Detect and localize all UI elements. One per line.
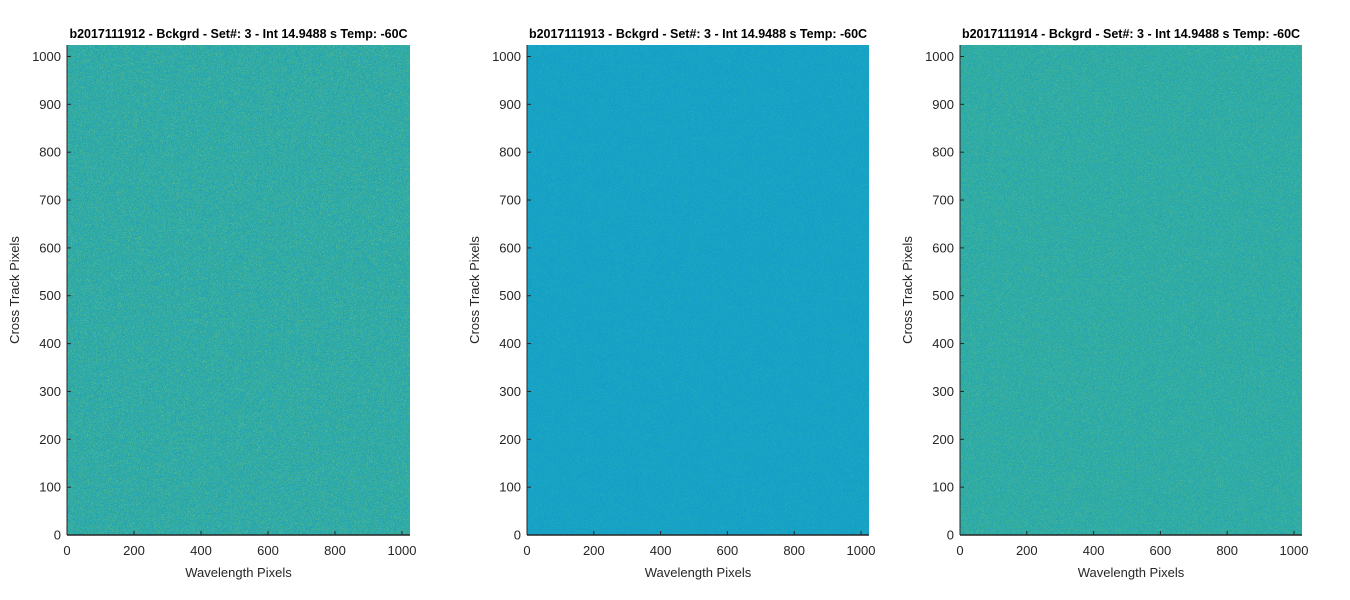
y-tick-label: 1000	[925, 49, 954, 64]
heatmap-panel-1: b2017111912 - Bckgrd - Set#: 3 - Int 14.…	[7, 27, 416, 580]
y-axis-label: Cross Track Pixels	[900, 236, 915, 344]
y-tick-label: 100	[499, 480, 521, 495]
x-tick-label: 0	[63, 543, 70, 558]
chart-title: b2017111913 - Bckgrd - Set#: 3 - Int 14.…	[529, 27, 867, 41]
y-axis-label: Cross Track Pixels	[467, 236, 482, 344]
heatmap-image	[959, 45, 1302, 536]
heatmap-image	[526, 45, 869, 536]
y-axis: 0 100 200 300 400 500 600 700 800 900 1000	[492, 49, 531, 543]
x-tick-label: 1000	[847, 543, 876, 558]
x-tick-label: 0	[956, 543, 963, 558]
y-tick-label: 400	[499, 336, 521, 351]
x-axis-label: Wavelength Pixels	[645, 565, 752, 580]
x-axis: 0 200 400 600 800 1000	[956, 531, 1308, 558]
y-tick-label: 600	[39, 240, 61, 255]
x-tick-label: 600	[1150, 543, 1172, 558]
y-tick-label: 0	[947, 528, 954, 543]
y-axis-label: Cross Track Pixels	[7, 236, 22, 344]
y-tick-label: 1000	[492, 49, 521, 64]
y-tick-label: 100	[932, 480, 954, 495]
y-tick-label: 300	[39, 384, 61, 399]
x-tick-label: 400	[1083, 543, 1105, 558]
x-tick-label: 600	[717, 543, 739, 558]
x-tick-label: 600	[257, 543, 279, 558]
y-tick-label: 0	[54, 528, 61, 543]
y-tick-label: 700	[499, 193, 521, 208]
y-tick-label: 200	[499, 432, 521, 447]
y-tick-label: 1000	[32, 49, 61, 64]
y-tick-label: 300	[932, 384, 954, 399]
x-tick-label: 800	[324, 543, 346, 558]
y-tick-label: 500	[499, 288, 521, 303]
x-tick-label: 800	[783, 543, 805, 558]
x-axis-label: Wavelength Pixels	[185, 565, 292, 580]
x-tick-label: 400	[650, 543, 672, 558]
chart-title: b2017111912 - Bckgrd - Set#: 3 - Int 14.…	[69, 27, 407, 41]
y-tick-label: 200	[932, 432, 954, 447]
y-tick-label: 700	[932, 193, 954, 208]
heatmap-cells	[960, 45, 1302, 535]
x-axis: 0 200 400 600 800 1000	[63, 531, 416, 558]
y-tick-label: 200	[39, 432, 61, 447]
y-tick-label: 900	[39, 97, 61, 112]
y-tick-label: 800	[932, 145, 954, 160]
y-tick-label: 600	[932, 240, 954, 255]
y-tick-label: 400	[39, 336, 61, 351]
y-tick-label: 800	[499, 145, 521, 160]
chart-title: b2017111914 - Bckgrd - Set#: 3 - Int 14.…	[962, 27, 1300, 41]
y-tick-label: 700	[39, 193, 61, 208]
y-tick-label: 300	[499, 384, 521, 399]
y-tick-label: 900	[932, 97, 954, 112]
heatmap-panel-3: b2017111914 - Bckgrd - Set#: 3 - Int 14.…	[900, 27, 1308, 580]
x-axis: 0 200 400 600 800 1000	[523, 531, 875, 558]
heatmap-image	[66, 45, 410, 536]
heatmap-panel-2: b2017111913 - Bckgrd - Set#: 3 - Int 14.…	[467, 27, 875, 580]
y-axis: 0 100 200 300 400 500 600 700 800 900 1000	[32, 49, 71, 543]
x-tick-label: 1000	[388, 543, 417, 558]
x-tick-label: 200	[123, 543, 145, 558]
y-tick-label: 800	[39, 145, 61, 160]
heatmap-cells	[67, 45, 410, 535]
x-tick-label: 400	[190, 543, 212, 558]
x-axis-label: Wavelength Pixels	[1078, 565, 1185, 580]
y-axis: 0 100 200 300 400 500 600 700 800 900 1000	[925, 49, 964, 543]
x-tick-label: 200	[1016, 543, 1038, 558]
x-tick-label: 1000	[1280, 543, 1309, 558]
x-tick-label: 800	[1216, 543, 1238, 558]
heatmap-cells	[527, 45, 869, 535]
y-tick-label: 100	[39, 480, 61, 495]
x-tick-label: 0	[523, 543, 530, 558]
y-tick-label: 400	[932, 336, 954, 351]
y-tick-label: 500	[39, 288, 61, 303]
y-tick-label: 500	[932, 288, 954, 303]
y-tick-label: 600	[499, 240, 521, 255]
y-tick-label: 900	[499, 97, 521, 112]
x-tick-label: 200	[583, 543, 605, 558]
y-tick-label: 0	[514, 528, 521, 543]
